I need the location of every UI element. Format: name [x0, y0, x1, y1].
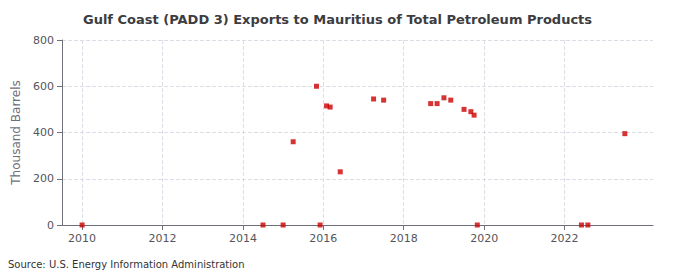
svg-text:200: 200: [33, 172, 54, 185]
svg-text:2018: 2018: [390, 232, 418, 245]
svg-text:2014: 2014: [229, 232, 257, 245]
svg-text:Thousand Barrels: Thousand Barrels: [9, 80, 23, 185]
svg-text:Gulf Coast (PADD 3) Exports to: Gulf Coast (PADD 3) Exports to Mauritius…: [83, 12, 592, 27]
svg-text:600: 600: [33, 80, 54, 93]
svg-text:800: 800: [33, 34, 54, 47]
svg-text:2016: 2016: [309, 232, 337, 245]
svg-text:2012: 2012: [149, 232, 177, 245]
svg-text:0: 0: [47, 219, 54, 232]
svg-text:400: 400: [33, 126, 54, 139]
svg-text:2022: 2022: [551, 232, 579, 245]
svg-text:2020: 2020: [470, 232, 498, 245]
svg-text:Source: U.S. Energy Informatio: Source: U.S. Energy Information Administ…: [8, 259, 245, 270]
svg-text:2010: 2010: [68, 232, 96, 245]
